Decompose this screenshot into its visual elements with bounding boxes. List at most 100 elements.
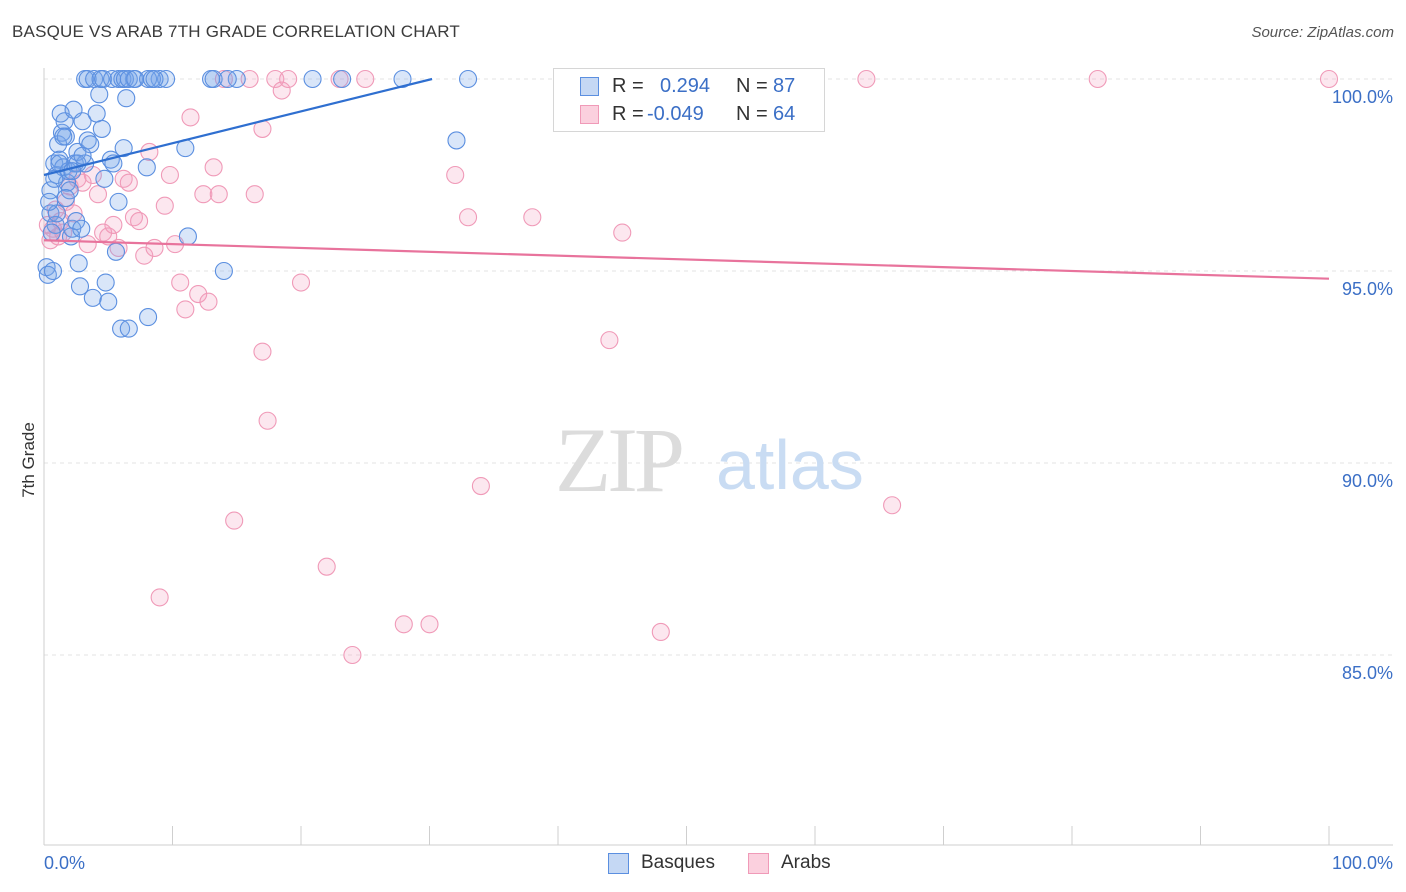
- basques-point-31: [83, 288, 102, 307]
- arabs-point-32: [181, 108, 200, 127]
- arabs-swatch: [748, 853, 769, 874]
- arabs-point-55: [458, 208, 478, 227]
- basques-point-2: [41, 181, 60, 200]
- arabs-point-53: [420, 615, 439, 634]
- chart-title: BASQUE VS ARAB 7TH GRADE CORRELATION CHA…: [12, 22, 460, 41]
- arabs-point-37: [209, 185, 228, 204]
- basques-point-81: [458, 69, 478, 89]
- arabs-point-26: [150, 588, 169, 607]
- basques-point-40: [106, 242, 126, 261]
- arabs-point-17: [104, 215, 123, 234]
- arabs-point-59: [613, 223, 632, 242]
- arabs-point-58: [600, 331, 619, 350]
- basques-point-3: [41, 204, 60, 223]
- legend-r-value: -0.049: [647, 103, 704, 125]
- arabs-point-24: [140, 142, 159, 162]
- basques-point-78: [303, 69, 322, 89]
- basques-points: [37, 69, 478, 338]
- basques-point-4: [43, 261, 63, 281]
- arabs-point-22: [130, 212, 149, 231]
- legend-row-basques: R = 0.294 N = 87: [554, 72, 824, 102]
- basques-point-35: [95, 169, 114, 188]
- arabs-point-50: [343, 645, 362, 665]
- basques-point-79: [333, 69, 352, 89]
- arabs-point-16: [99, 227, 118, 246]
- legend-row-arabs: R = -0.049 N = 64: [554, 100, 824, 130]
- gridlines: [44, 78, 1393, 656]
- arabs-point-34: [194, 185, 213, 204]
- arabs-point-44: [266, 69, 285, 89]
- basques-point-37: [99, 292, 118, 311]
- basques-point-70: [115, 69, 135, 89]
- legend-r-value: 0.294: [660, 75, 711, 97]
- arabs-point-20: [119, 173, 138, 192]
- arabs-point-54: [446, 165, 465, 185]
- basques-point-36: [96, 273, 115, 292]
- arabs-point-43: [258, 411, 277, 430]
- arabs-point-47: [291, 273, 311, 292]
- basques-point-27: [73, 112, 92, 131]
- basques-point-83: [40, 192, 59, 211]
- y-tick-label-0: 100.0%: [1332, 87, 1393, 107]
- basques-point-32: [87, 104, 106, 123]
- y-tick-label-1: 95.0%: [1342, 279, 1393, 299]
- trend-lines: [43, 77, 1330, 280]
- basques-point-25: [70, 277, 90, 296]
- basques-point-52: [178, 227, 197, 246]
- arabs-point-33: [189, 284, 208, 304]
- legend-n-label: N =: [736, 75, 768, 97]
- arabs-point-48: [317, 557, 336, 576]
- arabs-point-27: [155, 196, 174, 215]
- watermark-atlas: atlas: [716, 426, 864, 504]
- basques-point-77: [218, 69, 237, 89]
- legend-n-value: 87: [773, 75, 796, 97]
- basques-trend-line: [43, 77, 433, 177]
- arabs-point-36: [204, 158, 223, 177]
- arabs-point-35: [199, 292, 218, 311]
- y-axis-label: 7th Grade: [19, 422, 38, 498]
- basques-point-86: [63, 162, 82, 181]
- y-tick-labels: 100.0% 95.0% 90.0% 85.0%: [1332, 87, 1393, 683]
- arabs-point-28: [160, 165, 179, 185]
- basques-point-80: [393, 69, 412, 89]
- basques-point-85: [56, 188, 75, 208]
- basques-point-44: [117, 89, 136, 108]
- arabs-point-23: [135, 246, 154, 265]
- legend-r-label: R =: [612, 75, 644, 97]
- basques-point-41: [109, 192, 128, 211]
- arabs-points: [38, 69, 1339, 665]
- arabs-point-14: [88, 185, 108, 204]
- basques-point-63: [78, 69, 97, 89]
- arabs-point-51: [356, 69, 375, 89]
- source-label: Source: ZipAtlas.com: [1251, 24, 1394, 41]
- arabs-point-31: [176, 300, 195, 319]
- arabs-point-38: [214, 69, 233, 89]
- arabs-legend-label: Arabs: [781, 852, 831, 873]
- basques-point-26: [72, 219, 91, 238]
- arabs-point-64: [1088, 69, 1107, 89]
- arabs-swatch: [580, 105, 599, 124]
- basques-point-24: [69, 254, 88, 273]
- arabs-point-46: [279, 69, 298, 89]
- y-tick-label-2: 90.0%: [1342, 471, 1393, 491]
- basques-swatch: [580, 77, 599, 96]
- arabs-point-61: [651, 622, 670, 642]
- basques-point-73: [139, 69, 158, 89]
- basques-point-57: [73, 146, 92, 165]
- arabs-point-41: [245, 185, 264, 204]
- y-tick-label-3: 85.0%: [1342, 663, 1393, 683]
- arabs-point-45: [272, 81, 291, 100]
- arabs-point-39: [225, 511, 244, 530]
- legend-n-value: 64: [773, 103, 796, 125]
- basques-legend-label: Basques: [641, 852, 715, 873]
- basques-point-48: [139, 308, 158, 327]
- watermark: ZIP atlas: [555, 409, 864, 511]
- arabs-point-65: [1319, 69, 1339, 89]
- arabs-trend-line: [43, 239, 1330, 280]
- arabs-point-52: [394, 615, 413, 634]
- basques-point-75: [145, 69, 164, 89]
- arabs-point-25: [145, 238, 164, 258]
- arabs-point-30: [171, 273, 190, 292]
- legend-r-label: R =: [612, 103, 644, 125]
